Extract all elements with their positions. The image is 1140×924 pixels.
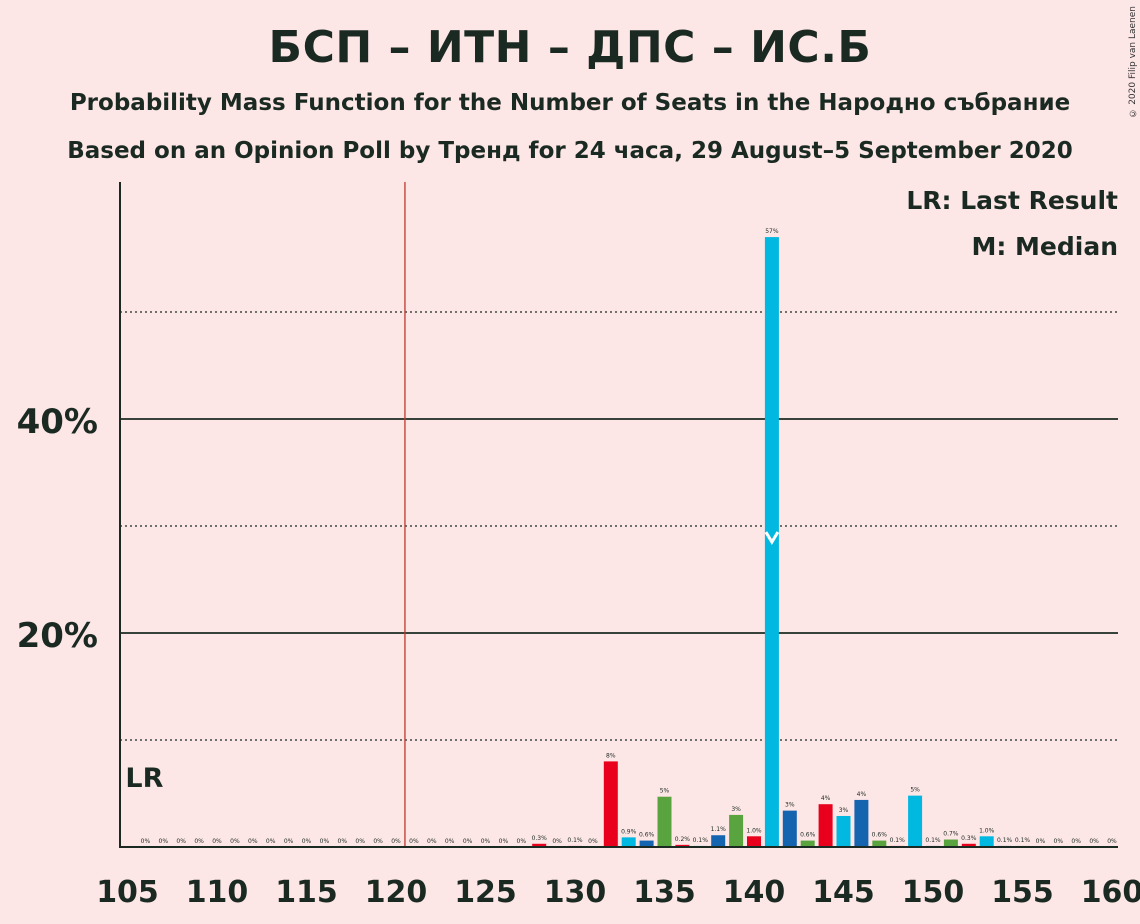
bar-value-label: 1.0% xyxy=(746,827,762,834)
bar-136 xyxy=(675,844,690,847)
bar-138 xyxy=(711,835,726,847)
x-tick-label: 160 xyxy=(1081,875,1140,910)
x-tick-label: 155 xyxy=(991,875,1054,910)
bar-144 xyxy=(818,804,833,847)
x-tick-label: 135 xyxy=(633,875,696,910)
bar-139 xyxy=(729,814,744,847)
bar-value-label: 0% xyxy=(552,838,562,845)
bar-152 xyxy=(961,843,976,847)
bar-146 xyxy=(854,799,869,847)
bar-value-label: 0.1% xyxy=(890,837,906,844)
bar-132 xyxy=(603,761,618,847)
bar-value-label: 3% xyxy=(839,807,849,814)
bar-value-label: 8% xyxy=(606,752,616,759)
bar-value-label: 0.2% xyxy=(675,836,691,843)
bar-149 xyxy=(908,795,923,847)
bar-value-label: 0% xyxy=(230,838,240,845)
bar-value-label: 5% xyxy=(660,788,670,795)
bar-value-label: 0.6% xyxy=(872,832,888,839)
bar-145 xyxy=(836,815,851,847)
bar-value-label: 0% xyxy=(302,838,312,845)
bar-value-label: 0% xyxy=(427,838,437,845)
bar-value-label: 57% xyxy=(765,228,779,235)
bar-value-label: 0% xyxy=(248,838,258,845)
y-tick-label: 40% xyxy=(17,402,98,442)
bar-value-label: 0% xyxy=(445,838,455,845)
bar-value-label: 0% xyxy=(1054,838,1064,845)
x-tick-label: 150 xyxy=(902,875,965,910)
bar-value-label: 0% xyxy=(1089,838,1099,845)
bar-153 xyxy=(979,836,994,847)
x-tick-label: 130 xyxy=(544,875,607,910)
bar-128 xyxy=(532,843,547,847)
bar-value-label: 0% xyxy=(194,838,204,845)
bar-value-label: 0.3% xyxy=(961,835,977,842)
bar-value-label: 0.9% xyxy=(621,828,637,835)
bar-value-label: 0.1% xyxy=(1015,837,1031,844)
bar-value-label: 0% xyxy=(1107,838,1117,845)
bar-value-label: 0% xyxy=(463,838,473,845)
bar-value-label: 0% xyxy=(355,838,365,845)
bar-value-label: 0.7% xyxy=(943,831,959,838)
x-tick-label: 115 xyxy=(275,875,338,910)
bar-value-label: 0% xyxy=(141,838,151,845)
bar-134 xyxy=(639,840,654,847)
bar-value-label: 1.1% xyxy=(711,826,727,833)
x-tick-label: 120 xyxy=(365,875,428,910)
bar-value-label: 0.6% xyxy=(800,832,816,839)
chart-title: БСП – ИТН – ДПС – ИС.Б xyxy=(268,22,872,73)
bar-value-label: 0% xyxy=(391,838,401,845)
bar-value-label: 4% xyxy=(821,795,831,802)
bar-value-label: 0% xyxy=(517,838,527,845)
bar-value-label: 0.1% xyxy=(997,837,1013,844)
x-tick-label: 125 xyxy=(454,875,517,910)
chart-subtitle: Probability Mass Function for the Number… xyxy=(69,90,1071,116)
bar-value-label: 0% xyxy=(320,838,330,845)
x-tick-label: 145 xyxy=(812,875,875,910)
bar-151 xyxy=(943,839,958,847)
bar-value-label: 1.0% xyxy=(979,827,995,834)
x-tick-label: 140 xyxy=(723,875,786,910)
bar-142 xyxy=(782,810,797,847)
bar-value-label: 0% xyxy=(176,838,186,845)
bar-value-label: 0% xyxy=(159,838,169,845)
bar-value-label: 0.1% xyxy=(693,837,709,844)
bar-value-label: 0% xyxy=(1036,838,1046,845)
bar-value-label: 0% xyxy=(284,838,294,845)
bar-value-label: 0.1% xyxy=(925,837,941,844)
legend-median: M: Median xyxy=(971,232,1118,261)
bar-135 xyxy=(657,796,672,847)
bar-value-label: 0.3% xyxy=(532,835,548,842)
bar-value-label: 0% xyxy=(266,838,276,845)
bar-value-label: 3% xyxy=(731,806,741,813)
bar-value-label: 5% xyxy=(910,787,920,794)
last-result-marker: LR xyxy=(125,763,163,794)
bar-value-label: 0% xyxy=(1071,838,1081,845)
bar-value-label: 0% xyxy=(338,838,348,845)
median-marker xyxy=(764,531,780,545)
y-tick-label: 20% xyxy=(17,616,98,656)
bar-value-label: 0% xyxy=(481,838,491,845)
bar-value-label: 3% xyxy=(785,802,795,809)
chart-source-line: Based on an Opinion Poll by Тренд for 24… xyxy=(67,138,1073,164)
bar-value-label: 0% xyxy=(409,838,419,845)
bar-value-label: 0.1% xyxy=(567,837,583,844)
bar-value-label: 0% xyxy=(588,838,598,845)
bar-value-label: 0% xyxy=(373,838,383,845)
bar-value-label: 4% xyxy=(857,791,867,798)
bar-value-label: 0.6% xyxy=(639,832,655,839)
legend-last-result: LR: Last Result xyxy=(906,186,1118,215)
x-tick-label: 110 xyxy=(186,875,249,910)
bar-140 xyxy=(747,836,761,847)
bar-147 xyxy=(872,840,887,847)
bar-143 xyxy=(800,840,815,847)
bar-value-label: 0% xyxy=(499,838,509,845)
bar-133 xyxy=(621,837,636,847)
x-tick-label: 105 xyxy=(96,875,159,910)
bar-value-label: 0% xyxy=(212,838,222,845)
